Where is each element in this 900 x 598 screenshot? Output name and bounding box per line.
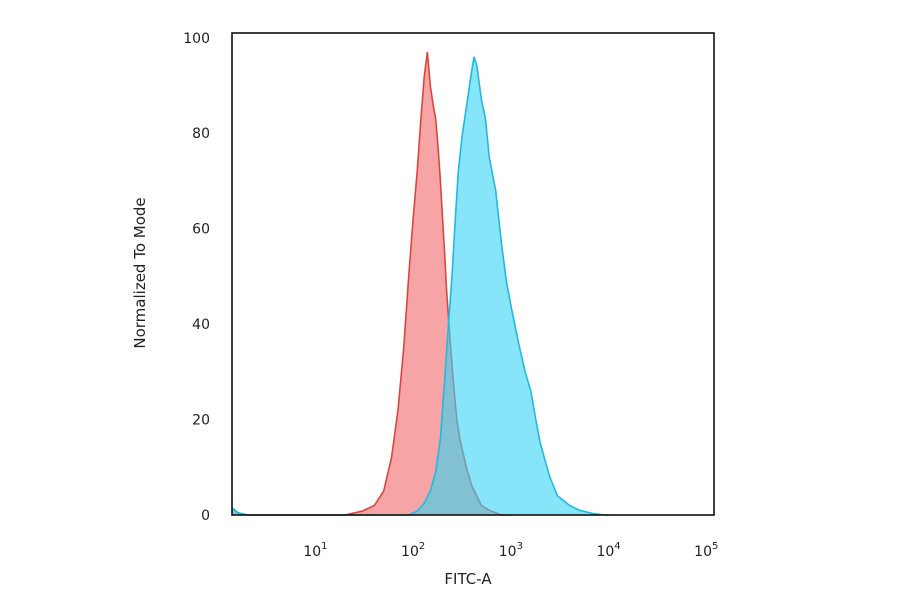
series-layer	[231, 51, 609, 516]
y-tick-label: 40	[192, 317, 210, 333]
x-tick-label: 103	[499, 541, 523, 560]
x-tick-label: 102	[401, 541, 425, 560]
y-tick-label: 100	[183, 31, 210, 47]
x-tick-label: 101	[303, 541, 327, 560]
histogram-series-1-fill	[232, 52, 511, 515]
x-tick-label: 104	[596, 541, 620, 560]
y-axis: 0 20 40 60 80 100	[183, 31, 210, 524]
plot-frame	[231, 32, 715, 516]
y-tick-label: 60	[192, 222, 210, 238]
y-axis-label: Normalized To Mode	[131, 197, 149, 348]
y-tick-label: 20	[192, 413, 210, 429]
x-tick-label: 105	[694, 541, 718, 560]
y-tick-label: 80	[192, 126, 210, 142]
histogram-series-2-fill	[232, 56, 609, 516]
x-axis-label: FITC-A	[444, 570, 492, 588]
y-tick-label: 0	[201, 508, 210, 524]
x-axis: 101 102 103 104 105	[303, 541, 718, 560]
histogram-series-2-line	[231, 56, 609, 516]
